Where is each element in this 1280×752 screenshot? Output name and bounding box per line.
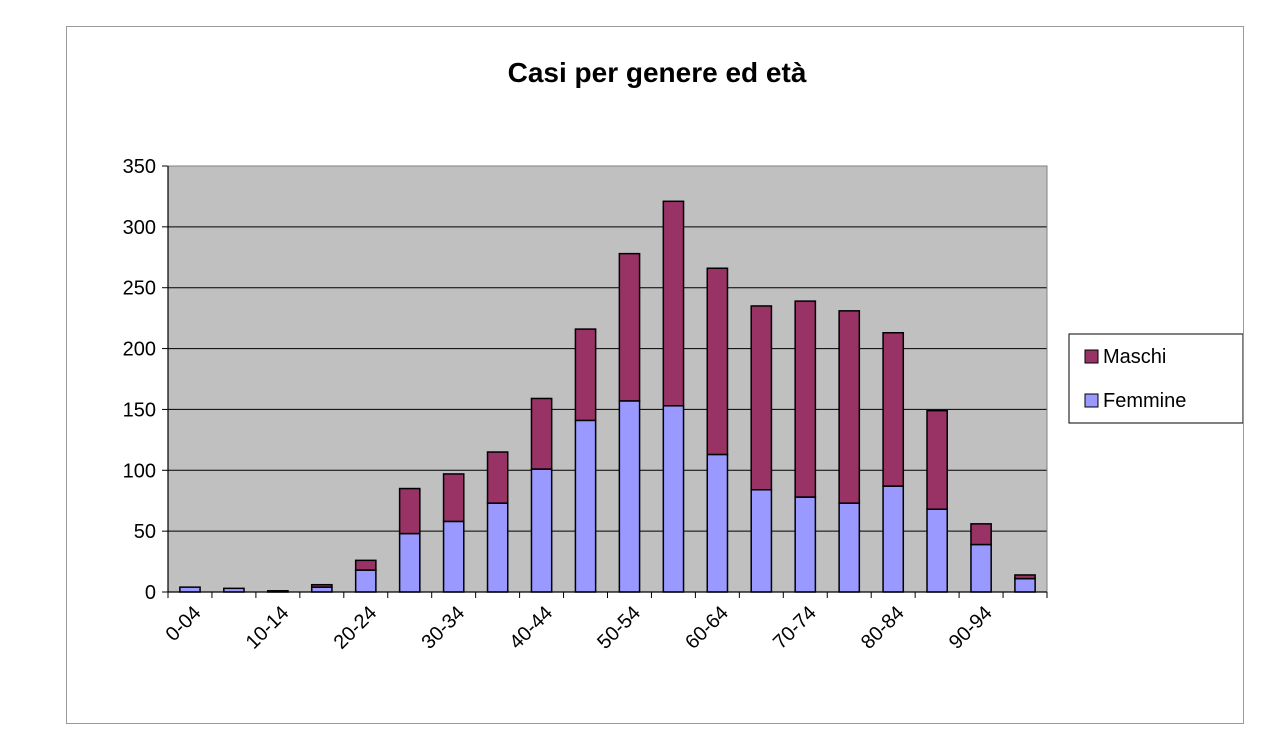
x-tick-label: 50-54 (593, 602, 645, 654)
bar-femmine-95+ (1014, 577, 1036, 593)
legend-box (1068, 333, 1243, 424)
x-tick-label: 0-04 (162, 602, 206, 646)
x-tick-label: 10-14 (242, 602, 294, 654)
bar-maschi-50-54 (618, 252, 641, 402)
bar-maschi-25-29 (398, 487, 421, 535)
bar-maschi-85-89 (926, 409, 948, 510)
y-tick-label: 50 (134, 521, 156, 543)
bar-maschi-30-34 (442, 473, 465, 523)
bar-femmine-45-49 (574, 419, 597, 593)
y-tick-label: 0 (145, 582, 156, 604)
bar-femmine-40-44 (530, 468, 553, 593)
bar-femmine-0-04 (179, 586, 201, 593)
plot-area: 0 50 100 150 200 250 300 350 0-04 10-14 20-24 30-34… (123, 156, 1048, 654)
legend-swatch-femmine (1084, 393, 1099, 408)
bar-femmine-55-59 (662, 405, 685, 593)
y-tick-label: 300 (123, 217, 156, 239)
legend: Maschi Femmine (1068, 333, 1243, 424)
bar-femmine-35-39 (486, 502, 509, 593)
bar-femmine-50-54 (618, 400, 641, 593)
x-tick-label: 80-84 (857, 602, 909, 654)
chart-title: Casi per genere ed età (508, 57, 807, 88)
bar-femmine-75-79 (838, 502, 861, 593)
x-tick-label: 20-24 (330, 602, 382, 654)
bar-maschi-15-19 (310, 583, 333, 588)
legend-swatch-maschi (1084, 349, 1099, 364)
bar-femmine-85-89 (926, 508, 948, 593)
y-tick-label: 150 (123, 399, 156, 421)
y-tick-label: 200 (123, 339, 156, 361)
y-tick-label: 250 (123, 278, 156, 300)
bar-maschi-90-94 (970, 523, 992, 546)
bar-maschi-20-24 (354, 559, 377, 571)
chart-svg: Casi per genere ed età 0 50 100 150 200 250 30… (123, 57, 1243, 654)
x-tick-label: 90-94 (945, 602, 997, 654)
bar-femmine-25-29 (398, 532, 421, 593)
bar-femmine-60-64 (706, 453, 729, 593)
bar-femmine-20-24 (354, 569, 377, 593)
bar-femmine-30-34 (442, 520, 465, 593)
bar-maschi-75-79 (838, 310, 861, 504)
y-tick-label: 350 (123, 156, 156, 178)
bar-maschi-65-69 (750, 305, 773, 491)
y-tick-label: 100 (123, 460, 156, 482)
legend-label-maschi: Maschi (1103, 346, 1166, 368)
legend-label-femmine: Femmine (1103, 390, 1186, 412)
bar-maschi-40-44 (530, 397, 553, 470)
bar-femmine-65-69 (750, 489, 773, 593)
x-tick-label: 60-64 (681, 602, 733, 654)
bar-femmine-70-74 (794, 496, 817, 593)
plot-background (168, 166, 1047, 592)
bar-femmine-80-84 (882, 485, 905, 593)
bar-maschi-60-64 (706, 267, 729, 456)
bar-maschi-35-39 (486, 451, 509, 504)
bar-maschi-80-84 (882, 331, 905, 487)
x-tick-label: 40-44 (505, 602, 557, 654)
bar-femmine-90-94 (970, 543, 992, 593)
bar-maschi-95+ (1014, 574, 1036, 580)
chart-frame: Casi per genere ed età 0 50 100 150 200 250 30… (66, 26, 1244, 724)
x-tick-label: 30-34 (417, 602, 469, 654)
bar-maschi-55-59 (662, 200, 685, 407)
bar-maschi-45-49 (574, 328, 597, 422)
x-tick-label: 70-74 (769, 602, 821, 654)
bar-maschi-70-74 (794, 300, 817, 498)
